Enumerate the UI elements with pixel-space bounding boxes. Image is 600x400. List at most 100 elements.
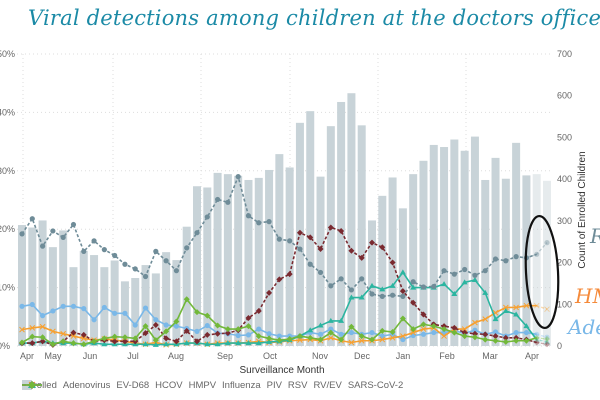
point-RSV — [276, 276, 283, 283]
point-Adenovirus — [369, 329, 375, 336]
point-RV/EV — [153, 248, 159, 254]
legend-item: RSV — [22, 380, 308, 391]
point-RV/EV — [163, 258, 169, 264]
point-RSV — [286, 271, 293, 278]
point-Adenovirus — [194, 328, 200, 334]
point-RSV — [255, 307, 262, 314]
point-SARS-CoV-2 — [245, 323, 252, 330]
legend-item: Adenovirus — [22, 380, 110, 391]
point-SARS-CoV-2 — [430, 323, 437, 330]
bar-enrolled — [182, 226, 191, 346]
point-RV/EV — [472, 272, 478, 278]
point-Adenovirus — [173, 323, 180, 329]
point-RSV — [121, 338, 128, 345]
point-SARS-CoV-2 — [276, 337, 283, 344]
point-RSV — [482, 331, 489, 338]
point-SARS-CoV-2 — [70, 340, 77, 347]
line-RSV — [22, 226, 537, 346]
point-Influenza — [533, 336, 540, 342]
point-Influenza — [163, 341, 170, 347]
point-SARS-CoV-2 — [513, 337, 520, 344]
left-axis-tick: 0% — [0, 341, 10, 351]
legend-label: SARS-CoV-2 — [347, 380, 404, 391]
point-HMPV — [19, 326, 25, 333]
line-tail-Influenza — [525, 325, 548, 343]
point-HMPV — [441, 333, 447, 339]
legend: Enrolled Adenovirus EV-D68 HCOV HMPV Influenz… — [22, 380, 403, 391]
point-RV/EV — [534, 251, 540, 257]
point-SARS-CoV-2 — [389, 328, 396, 335]
point-SARS-CoV-2 — [533, 334, 540, 341]
bar-enrolled — [90, 255, 99, 346]
point-RV/EV — [112, 252, 118, 259]
x-axis-tick: Jan — [396, 351, 411, 361]
bar-enrolled — [59, 230, 68, 346]
point-Adenovirus — [472, 327, 478, 333]
annotation-adeno-label: Aden — [566, 315, 600, 339]
point-RV/EV — [91, 238, 97, 244]
legend-item: SARS-CoV-2 — [22, 380, 404, 391]
x-axis-tick: Feb — [439, 351, 455, 361]
point-RSV — [451, 324, 458, 331]
point-Adenovirus — [266, 331, 272, 337]
point-HMPV — [461, 326, 468, 332]
annotation-hmpv-label: HM — [574, 284, 600, 308]
point-RSV — [152, 321, 159, 328]
point-Influenza — [214, 341, 221, 347]
bar-enrolled — [481, 179, 490, 346]
point-SARS-CoV-2 — [142, 323, 149, 330]
point-RSV — [533, 339, 540, 346]
point-HMPV — [472, 319, 478, 326]
point-RV/EV — [369, 291, 375, 297]
point-Influenza — [451, 291, 458, 297]
line-tail-Adenovirus — [526, 331, 548, 338]
point-RV/EV — [513, 254, 519, 260]
point-Adenovirus — [431, 329, 437, 336]
point-RV/EV — [29, 216, 35, 222]
x-axis-tick: Aug — [168, 351, 184, 361]
point-RV/EV — [348, 287, 355, 293]
point-RSV — [369, 239, 375, 246]
point-Adenovirus — [142, 305, 149, 311]
right-axis-tick: 500 — [557, 132, 572, 142]
left-axis-tick: 30% — [0, 166, 15, 176]
point-SARS-CoV-2 — [482, 336, 489, 343]
point-Influenza — [410, 284, 417, 290]
point-HMPV — [389, 334, 396, 341]
x-axis-tick: Dec — [354, 351, 371, 361]
point-SARS-CoV-2 — [266, 335, 273, 342]
bar-enrolled — [234, 175, 243, 346]
legend-item: EV-D68 — [22, 380, 149, 391]
point-Adenovirus — [132, 322, 138, 328]
point-Adenovirus — [400, 336, 406, 343]
bar-enrolled — [162, 252, 171, 346]
point-RSV — [29, 340, 36, 347]
left-axis-tick: 40% — [0, 107, 15, 117]
point-RV/EV — [245, 213, 252, 219]
point-RSV — [266, 289, 273, 296]
point-RV/EV — [297, 246, 303, 252]
point-Adenovirus — [204, 322, 210, 329]
point-SARS-CoV-2 — [255, 333, 262, 340]
legend-label: RV/EV — [313, 380, 342, 391]
point-RV/EV — [142, 273, 149, 280]
point-RV/EV — [307, 261, 313, 267]
point-Influenza — [224, 340, 231, 346]
bar-enrolled — [440, 147, 449, 346]
legend-label: RSV — [287, 380, 308, 391]
point-Influenza — [142, 341, 149, 347]
point-Adenovirus — [441, 329, 447, 336]
point-SARS-CoV-2 — [502, 338, 509, 345]
point-SARS-CoV-2 — [441, 326, 448, 333]
legend-item: RV/EV — [22, 380, 342, 391]
point-HMPV — [482, 316, 489, 322]
point-RV/EV — [317, 269, 324, 276]
point-Influenza — [482, 289, 489, 295]
right-axis-tick: 200 — [557, 258, 572, 268]
bar-enrolled — [409, 174, 418, 346]
point-Adenovirus — [492, 329, 499, 335]
point-RSV — [39, 338, 46, 345]
point-Adenovirus — [534, 331, 540, 337]
point-HMPV — [297, 337, 303, 344]
